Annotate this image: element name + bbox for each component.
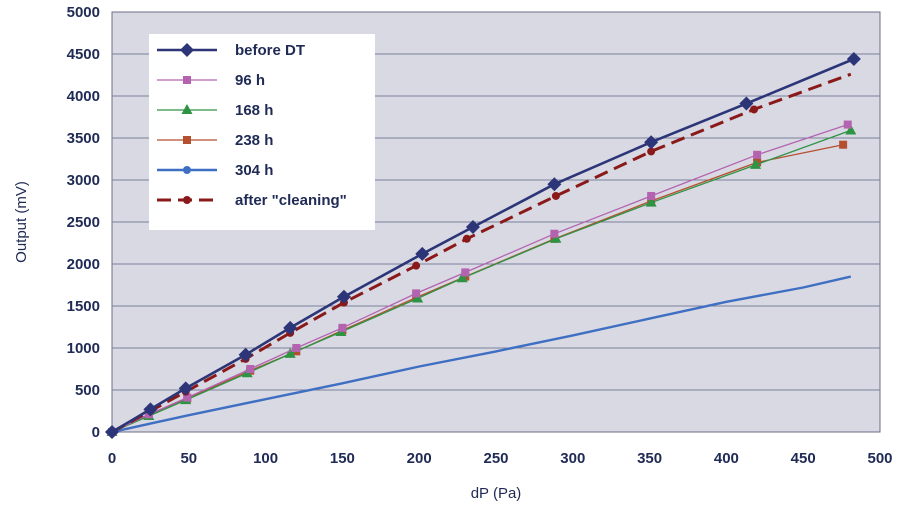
series-0-point-marker bbox=[336, 289, 351, 304]
y-tick-label: 4000 bbox=[67, 88, 100, 105]
series-1-point-marker bbox=[461, 268, 470, 277]
y-tick-label: 3000 bbox=[67, 172, 100, 189]
y-tick-label: 0 bbox=[92, 424, 100, 441]
series-1-point-marker bbox=[183, 393, 192, 402]
x-tick-labels: 0 50 100 150 200 250 300 350 400 450 500 bbox=[108, 450, 893, 467]
series-1-point-marker bbox=[753, 150, 762, 159]
series-0-point-marker bbox=[644, 135, 659, 150]
series-0-point-marker bbox=[143, 402, 158, 417]
series-1-point-marker bbox=[246, 365, 255, 373]
legend-item-3: 238 h bbox=[157, 132, 273, 149]
series-5-point-marker bbox=[750, 105, 759, 114]
y-axis-title: Output (mV) bbox=[13, 181, 30, 263]
series-0 bbox=[105, 52, 861, 439]
series-line-5 bbox=[111, 72, 852, 434]
x-tick-label: 100 bbox=[253, 450, 278, 467]
y-tick-label: 5000 bbox=[67, 4, 100, 21]
x-tick-label: 450 bbox=[791, 450, 816, 467]
series-line-2 bbox=[111, 129, 852, 433]
y-tick-label: 3500 bbox=[67, 130, 100, 147]
legend-5-marker bbox=[183, 196, 191, 204]
legend-2-marker bbox=[181, 104, 193, 114]
y-tick-label: 1000 bbox=[67, 340, 100, 357]
legend-label-4: 304 h bbox=[235, 162, 273, 179]
series-2-point-marker bbox=[750, 158, 762, 169]
legend-label-2: 168 h bbox=[235, 102, 273, 119]
legend-item-1: 96 h bbox=[157, 72, 265, 89]
series-5-point-marker bbox=[647, 147, 656, 156]
x-tick-label: 200 bbox=[407, 450, 432, 467]
series-2-point-marker bbox=[845, 124, 857, 135]
legend-item-2: 168 h bbox=[157, 102, 273, 119]
series-2-point-marker bbox=[645, 196, 657, 207]
x-tick-label: 50 bbox=[180, 450, 197, 467]
series-0-point-marker bbox=[846, 52, 861, 67]
x-tick-label: 500 bbox=[867, 450, 892, 467]
series-3-point-marker bbox=[839, 140, 848, 149]
legend-label-5: after "cleaning" bbox=[235, 192, 347, 209]
series-0-point-marker bbox=[547, 177, 562, 192]
series-5-point-marker bbox=[462, 234, 471, 243]
legend-label-3: 238 h bbox=[235, 132, 273, 149]
y-tick-label: 2000 bbox=[67, 256, 100, 273]
series-1-point-marker bbox=[843, 120, 852, 129]
series-0-point-marker bbox=[238, 347, 253, 362]
x-tick-label: 300 bbox=[560, 450, 585, 467]
series-line-4 bbox=[111, 275, 852, 434]
series-0-point-marker bbox=[465, 220, 480, 235]
series-line-3 bbox=[111, 144, 844, 433]
y-tick-label: 2500 bbox=[67, 214, 100, 231]
series-0-point-marker bbox=[105, 425, 119, 439]
series-5-point-marker bbox=[412, 261, 421, 270]
series-1-point-marker bbox=[647, 191, 656, 200]
series-1-point-marker bbox=[550, 229, 559, 238]
x-tick-label: 150 bbox=[330, 450, 355, 467]
series-0-point-marker bbox=[283, 320, 298, 335]
x-tick-label: 250 bbox=[483, 450, 508, 467]
series-5-point-marker bbox=[551, 191, 560, 200]
legend-0-marker bbox=[180, 43, 194, 57]
series-layer bbox=[105, 52, 861, 439]
series-line-1 bbox=[111, 123, 848, 433]
legend-1-marker bbox=[183, 76, 191, 84]
series-1-point-marker bbox=[292, 344, 301, 352]
series-2-point-marker bbox=[456, 272, 468, 283]
series-line-0 bbox=[111, 57, 855, 434]
legend-3-marker bbox=[183, 136, 191, 144]
series-0-point-marker bbox=[415, 246, 430, 261]
series-2-point-marker bbox=[284, 347, 296, 358]
legend-label-0: before DT bbox=[235, 42, 305, 59]
y-tick-label: 4500 bbox=[67, 46, 100, 63]
series-0-point-marker bbox=[739, 96, 754, 111]
y-tick-labels: 0 500 1000 1500 2000 2500 3000 3500 4000 4500 5000 bbox=[67, 4, 100, 441]
legend-item-5: after "cleaning" bbox=[157, 192, 347, 209]
x-tick-label: 0 bbox=[108, 450, 116, 467]
x-axis-title: dP (Pa) bbox=[471, 485, 522, 502]
legend-label-1: 96 h bbox=[235, 72, 265, 89]
x-tick-label: 350 bbox=[637, 450, 662, 467]
series-1-point-marker bbox=[412, 289, 421, 298]
series-2-point-marker bbox=[550, 232, 562, 243]
legend: before DT 96 h 168 h 238 h 304 h after "clean… bbox=[149, 34, 375, 230]
x-tick-label: 400 bbox=[714, 450, 739, 467]
series-1 bbox=[108, 120, 852, 436]
legend-item-4: 304 h bbox=[157, 162, 273, 179]
series-0-point-marker bbox=[178, 381, 193, 396]
series-2-point-marker bbox=[412, 292, 424, 303]
legend-4-marker bbox=[183, 166, 191, 174]
series-1-point-marker bbox=[338, 323, 347, 332]
y-tick-label: 1500 bbox=[67, 298, 100, 315]
y-tick-label: 500 bbox=[75, 382, 100, 399]
legend-items: before DT 96 h 168 h 238 h 304 h after "clean… bbox=[157, 42, 347, 209]
legend-item-0: before DT bbox=[157, 42, 305, 59]
